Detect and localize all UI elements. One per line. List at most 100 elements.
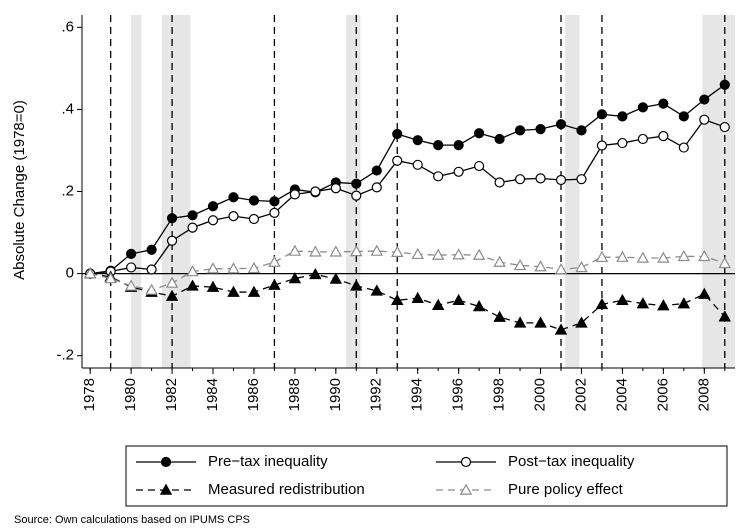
legend-marker [460, 456, 472, 468]
point [309, 267, 322, 280]
point [248, 195, 260, 206]
point [453, 140, 464, 151]
x-tick-label: 1994 [409, 378, 426, 411]
point [269, 207, 280, 218]
x-tick-label: 2004 [613, 378, 630, 411]
point [370, 284, 383, 296]
x-tick-label: 1980 [122, 378, 139, 411]
point [719, 121, 730, 133]
point [166, 235, 178, 246]
point [718, 256, 731, 269]
x-tick-label: 1988 [286, 378, 303, 411]
point [186, 265, 199, 277]
x-tick-label: 1990 [327, 378, 344, 411]
point [554, 263, 568, 275]
legend-box [125, 445, 728, 507]
x-tick-label: 1978 [81, 378, 98, 411]
point [494, 133, 505, 145]
x-tick-label: 2008 [695, 378, 712, 411]
point [126, 262, 137, 273]
point [83, 267, 97, 279]
point [513, 258, 527, 271]
point [677, 297, 691, 309]
point [433, 140, 444, 151]
point [350, 244, 363, 257]
point [493, 255, 506, 267]
point [247, 261, 261, 274]
y-tick-label: .6 [61, 18, 74, 35]
point [227, 285, 240, 297]
point [596, 109, 608, 120]
point [330, 183, 341, 194]
point [677, 249, 691, 262]
point [534, 260, 547, 272]
point [535, 124, 546, 135]
point [411, 247, 424, 260]
point [289, 189, 300, 200]
point [411, 291, 424, 303]
point [474, 128, 485, 139]
point [288, 244, 302, 256]
point [310, 186, 321, 197]
point [616, 293, 629, 306]
point [719, 79, 730, 90]
point [433, 171, 444, 182]
point [227, 262, 240, 274]
point [617, 111, 628, 122]
point [329, 272, 343, 284]
point [637, 102, 648, 113]
point [576, 174, 587, 185]
point [534, 316, 547, 328]
x-tick-label: 2002 [572, 378, 589, 411]
legend-marker [160, 456, 172, 468]
point [452, 248, 465, 260]
point [288, 272, 302, 284]
point [145, 283, 158, 295]
point [126, 248, 137, 259]
point [637, 133, 648, 145]
point [165, 289, 179, 301]
point [698, 249, 711, 262]
point [412, 135, 423, 146]
y-tick-label: -.2 [56, 347, 74, 364]
point [699, 94, 710, 105]
point [431, 298, 445, 310]
point [616, 250, 629, 262]
point [269, 196, 280, 207]
point [371, 165, 382, 176]
y-tick-label: 0 [66, 265, 74, 282]
point [412, 159, 423, 170]
point [514, 125, 526, 136]
point [247, 285, 261, 297]
point [636, 251, 650, 263]
recession-band [702, 15, 735, 368]
point [658, 98, 669, 109]
point [309, 245, 322, 257]
point [575, 316, 588, 328]
point [678, 111, 689, 122]
x-tick-label: 2006 [654, 378, 671, 411]
legend-marker [159, 483, 173, 495]
point [535, 173, 546, 184]
point [329, 245, 343, 257]
point [371, 182, 382, 193]
legend-label: Measured redistribution [208, 481, 365, 498]
y-tick-label: .2 [61, 182, 74, 199]
legend-label: Pure policy effect [508, 481, 624, 498]
point [207, 215, 219, 226]
point [206, 280, 220, 292]
point [555, 119, 567, 130]
point [391, 293, 404, 306]
point [146, 244, 157, 255]
x-tick-label: 1984 [204, 378, 221, 411]
point [657, 299, 670, 311]
x-tick-label: 1982 [163, 378, 180, 411]
x-tick-label: 1992 [368, 378, 385, 411]
legend-label: Post−tax inequality [508, 453, 635, 470]
point [636, 297, 650, 309]
x-tick-label: 1986 [245, 378, 262, 411]
point [678, 142, 689, 153]
point [595, 250, 609, 262]
